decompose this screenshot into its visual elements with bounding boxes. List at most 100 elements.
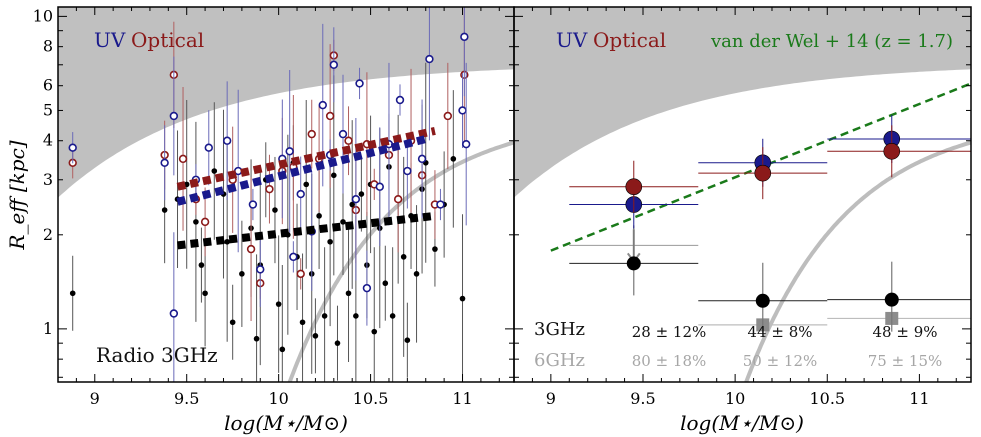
radio-point — [340, 219, 346, 225]
uv-point — [296, 189, 305, 199]
radio-point — [193, 219, 199, 225]
x-tick-label: 10.5 — [353, 389, 389, 408]
uv-point — [169, 309, 179, 318]
uv-point — [338, 129, 348, 139]
y-tick-label: 6 — [43, 76, 53, 95]
optical-point — [178, 154, 188, 164]
uv-point — [425, 54, 434, 64]
y-tick-label: 4 — [43, 131, 53, 150]
axes-frames — [57, 6, 972, 383]
uv-point — [248, 200, 258, 209]
uv-point — [160, 158, 169, 167]
uv-point — [458, 106, 467, 115]
left-legend-optical: Optical — [131, 28, 204, 52]
radio-point — [198, 262, 205, 268]
radio-point — [239, 271, 245, 277]
frac-3ghz-bin3: 48 ± 9% — [873, 323, 938, 341]
radio-point — [253, 335, 260, 342]
radio-point — [349, 201, 355, 208]
radio-point — [345, 290, 352, 297]
frac-6ghz-bin3: 75 ± 15% — [868, 352, 943, 370]
x-tick-label: 9 — [546, 389, 556, 408]
optical-point — [246, 244, 256, 254]
uv-point — [285, 147, 294, 156]
uv-point — [289, 252, 298, 262]
x-tick-label: 11 — [909, 389, 929, 408]
x-tick-label: 10 — [725, 389, 745, 408]
optical-point — [296, 269, 305, 279]
radio-point — [400, 254, 407, 260]
left-excluded-area — [58, 7, 514, 198]
frac-6ghz-bin2: 50 ± 12% — [743, 352, 818, 370]
uv-point — [256, 265, 265, 274]
uv-point — [329, 60, 339, 69]
radio-point — [211, 168, 218, 174]
right-x-axis-label: log(M⋆/M⊙) — [680, 411, 804, 435]
radio-point — [224, 238, 230, 245]
radio-point — [161, 207, 168, 213]
y-tick-label: 2 — [43, 225, 53, 244]
optical-point — [325, 111, 335, 121]
radio-point — [382, 280, 389, 287]
uv-point — [351, 194, 361, 204]
radio-point — [353, 313, 359, 319]
uv-point — [403, 166, 412, 176]
uv-point — [460, 32, 469, 42]
radio-point — [432, 246, 438, 252]
x-tick-label: 11 — [452, 389, 472, 408]
uv-point — [222, 136, 232, 145]
optical-point — [344, 136, 353, 145]
radio-point — [321, 313, 328, 319]
left-fit-lines — [176, 127, 436, 250]
uv-point — [417, 154, 427, 164]
radio-point — [371, 328, 378, 335]
right-frame — [513, 6, 972, 383]
uv-point — [362, 283, 372, 293]
left-excluded-region — [58, 7, 514, 198]
right-binned-points — [569, 115, 971, 333]
optical-point — [754, 164, 772, 182]
x-tick-label: 9 — [90, 389, 100, 408]
right-legend-optical: Optical — [593, 28, 666, 52]
uv-point — [461, 139, 471, 149]
axes-ticks — [57, 7, 971, 382]
uv-point — [395, 95, 405, 105]
uv-point — [318, 100, 327, 110]
optical-point — [200, 217, 210, 227]
x-tick-label: 10 — [268, 389, 288, 408]
right-excluded-region — [514, 7, 971, 198]
radio-point — [229, 319, 236, 326]
fit-line-1 — [176, 135, 427, 206]
optical-point — [625, 178, 643, 196]
x-tick-label: 9.5 — [174, 389, 199, 408]
radio-point — [404, 337, 411, 343]
x-tick-label: 9.5 — [630, 389, 655, 408]
radio-point — [327, 238, 333, 245]
right-limit-curve — [744, 140, 971, 382]
uv-point — [68, 143, 77, 152]
optical-point — [393, 194, 403, 204]
uv-point — [375, 182, 384, 191]
frac-3ghz-bin2: 44 ± 8% — [748, 323, 813, 341]
uv-point — [355, 79, 364, 88]
row-label-6ghz: 6GHz — [534, 350, 585, 371]
x-tick-label: 10.5 — [809, 389, 845, 408]
fit-line-0 — [176, 127, 436, 191]
left-x-tick-labels: 9 9.5 10 10.5 11 — [90, 389, 473, 408]
y-tick-label: 5 — [43, 100, 53, 119]
right-legend-relation: van der Wel + 14 (z = 1.7) — [710, 31, 953, 52]
fit-line-2 — [177, 211, 436, 250]
y-tick-label: 3 — [43, 170, 53, 189]
left-annotation-radio: Radio 3GHz — [96, 343, 218, 367]
right-completeness-curve — [744, 140, 971, 382]
optical-point — [883, 143, 901, 160]
left-limit-curve — [287, 140, 514, 382]
left-completeness-curve — [287, 140, 514, 382]
y-tick-label: 10 — [33, 6, 53, 25]
radio-point — [413, 271, 420, 277]
radio-point — [69, 290, 76, 297]
y-tick-label: 1 — [43, 319, 53, 338]
radio-point — [316, 213, 322, 219]
radio-point — [202, 290, 208, 297]
y-tick-label: 8 — [43, 37, 53, 56]
